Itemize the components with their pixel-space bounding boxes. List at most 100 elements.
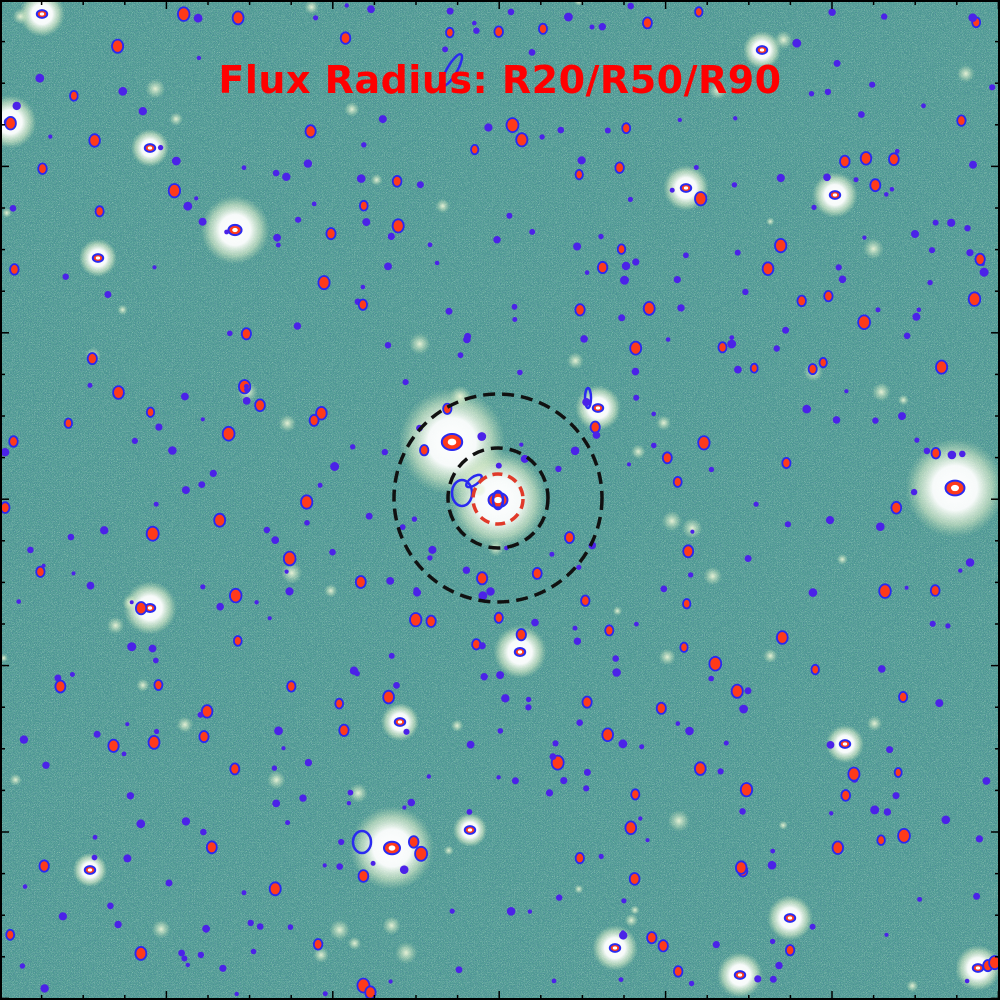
faint-source-glow — [871, 382, 891, 402]
faint-detection — [244, 383, 249, 389]
faint-detection — [446, 7, 454, 15]
small-source-aperture — [601, 727, 614, 743]
small-source-aperture — [493, 611, 504, 624]
faint-detection — [529, 228, 536, 235]
faint-detection — [958, 568, 963, 573]
faint-detection — [742, 288, 749, 296]
faint-detection — [826, 741, 835, 749]
small-source-aperture — [893, 767, 903, 778]
faint-detection — [273, 233, 281, 242]
faint-detection — [539, 134, 545, 140]
small-source-aperture — [694, 6, 704, 18]
faint-detection — [247, 919, 254, 927]
faint-detection — [941, 815, 951, 825]
faint-detection — [583, 768, 591, 776]
star-glow — [0, 95, 37, 149]
faint-detection — [224, 229, 230, 235]
faint-detection — [802, 404, 811, 414]
faint-detection — [809, 923, 816, 930]
faint-detection — [427, 242, 433, 248]
faint-detection — [311, 201, 317, 207]
faint-source-glow — [136, 678, 150, 692]
faint-detection — [336, 863, 344, 870]
faint-detection — [329, 548, 336, 556]
faint-detection — [295, 216, 302, 223]
faint-detection — [612, 668, 621, 677]
faint-detection — [118, 86, 128, 96]
faint-source-glow — [324, 584, 338, 598]
faint-source-glow — [956, 64, 975, 83]
faint-detection — [744, 555, 752, 562]
faint-detection — [254, 600, 259, 605]
faint-detection — [584, 270, 590, 275]
source-core — [147, 146, 153, 150]
faint-detection — [886, 746, 894, 754]
faint-detection — [583, 785, 590, 792]
faint-detection — [387, 232, 395, 240]
faint-detection — [473, 27, 480, 34]
faint-detection — [241, 890, 247, 896]
faint-detection — [275, 242, 281, 248]
faint-detection — [573, 637, 582, 645]
faint-detection — [153, 501, 159, 507]
faint-detection — [457, 352, 464, 359]
source-core — [517, 650, 523, 654]
faint-detection — [148, 644, 157, 653]
faint-detection — [198, 481, 206, 488]
faint-detection — [564, 12, 573, 22]
faint-detection — [598, 853, 604, 860]
faint-detection — [472, 20, 477, 26]
small-source-aperture — [761, 261, 775, 277]
small-source-aperture — [531, 567, 543, 580]
faint-detection — [388, 979, 393, 984]
small-source-aperture — [876, 834, 886, 846]
small-source-aperture — [730, 683, 744, 699]
faint-detection — [152, 265, 157, 270]
faint-detection — [858, 111, 865, 118]
small-source-aperture — [749, 362, 759, 374]
faint-detection — [892, 792, 900, 800]
faint-source-glow — [567, 352, 584, 370]
faint-detection — [114, 920, 122, 929]
faint-detection — [904, 585, 909, 590]
faint-detection — [824, 88, 832, 96]
elongated-aperture — [440, 52, 464, 88]
small-source-aperture — [338, 723, 350, 737]
small-source-aperture — [839, 154, 851, 169]
faint-detection — [572, 625, 578, 631]
small-source-aperture — [354, 575, 367, 589]
small-source-aperture — [8, 435, 19, 448]
faint-detection — [773, 345, 780, 352]
faint-detection — [282, 172, 291, 181]
faint-detection — [367, 5, 375, 14]
source-core — [232, 227, 238, 233]
faint-detection — [338, 838, 345, 846]
small-source-aperture — [419, 444, 430, 457]
small-source-aperture — [574, 851, 585, 865]
small-source-aperture — [624, 820, 638, 836]
faint-detection — [645, 838, 650, 843]
faint-detection — [884, 192, 889, 197]
faint-detection — [121, 751, 127, 757]
faint-detection — [838, 275, 847, 284]
small-source-aperture — [661, 451, 673, 465]
faint-detection — [875, 307, 881, 313]
small-source-aperture — [4, 115, 17, 131]
faint-detection — [193, 13, 203, 23]
small-source-aperture — [628, 872, 641, 886]
small-source-aperture — [221, 425, 236, 442]
faint-detection — [284, 569, 289, 574]
source-core — [737, 973, 743, 977]
small-source-aperture — [35, 565, 46, 578]
faint-source-glow — [656, 415, 672, 431]
source-core — [95, 256, 101, 260]
faint-detection — [677, 304, 685, 312]
faint-detection — [93, 730, 101, 738]
faint-detection — [825, 516, 835, 525]
faint-detection — [86, 581, 95, 590]
faint-detection — [354, 670, 360, 677]
faint-detection — [216, 602, 224, 611]
faint-detection — [556, 894, 563, 901]
faint-detection — [683, 252, 689, 259]
faint-detection — [466, 809, 473, 815]
